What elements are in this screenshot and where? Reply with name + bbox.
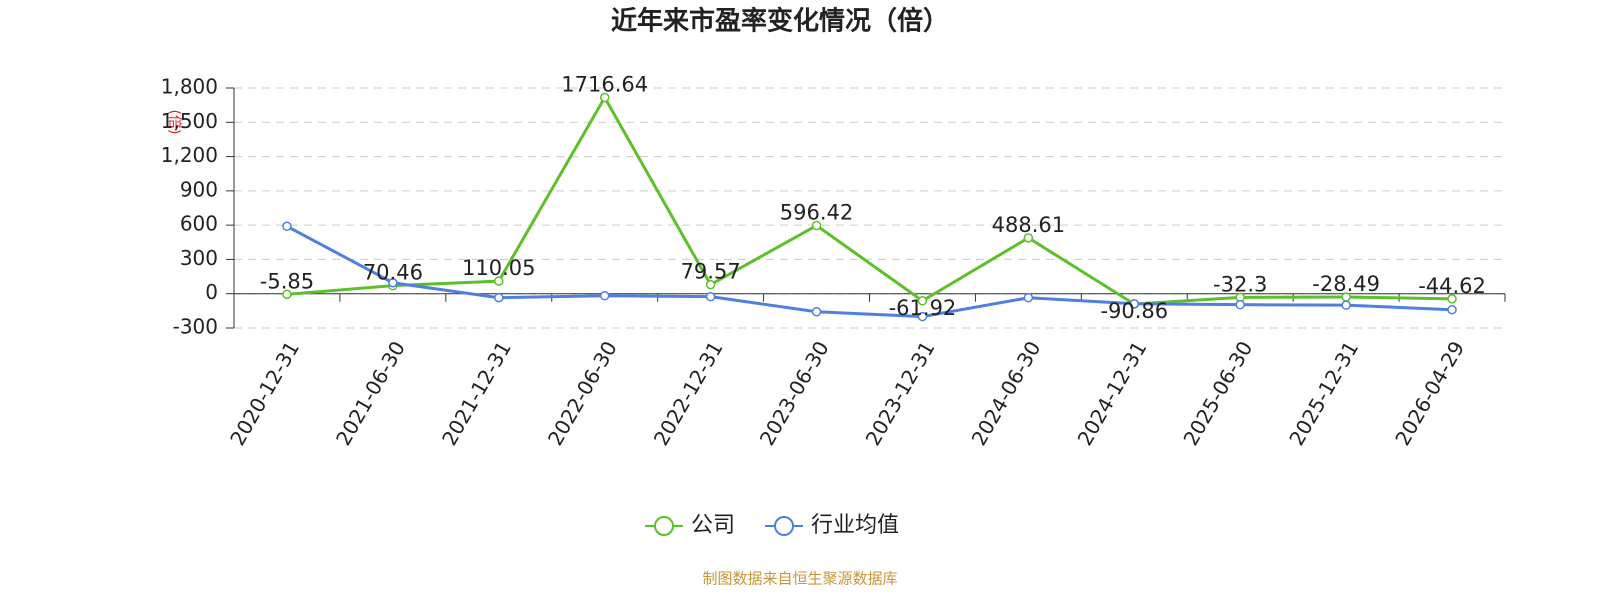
x-tick-label: 2021-06-30 bbox=[331, 337, 410, 450]
x-tick-label: 2022-06-30 bbox=[543, 337, 622, 450]
x-tick-label: 2023-06-30 bbox=[755, 337, 834, 450]
x-tick-label: 2022-12-31 bbox=[649, 337, 728, 450]
legend-marker bbox=[774, 516, 795, 536]
x-tick-label: 2025-06-30 bbox=[1178, 337, 1257, 450]
data-label: 1716.64 bbox=[561, 73, 648, 97]
x-tick-label: 2025-12-31 bbox=[1284, 337, 1363, 450]
data-point bbox=[1341, 300, 1351, 310]
data-label: 596.42 bbox=[780, 201, 853, 225]
data-point bbox=[494, 276, 504, 286]
data-point bbox=[1235, 299, 1245, 310]
data-label: -28.49 bbox=[1312, 272, 1380, 296]
data-point bbox=[599, 92, 610, 103]
data-point bbox=[282, 289, 292, 300]
data-point bbox=[1023, 292, 1034, 303]
y-axis-label: (倍) bbox=[166, 110, 182, 135]
source-note: 制图数据来自恒生聚源数据库 bbox=[702, 570, 897, 588]
data-point bbox=[1447, 304, 1457, 315]
data-point bbox=[705, 279, 716, 290]
x-tick-label: 2021-12-31 bbox=[437, 337, 516, 450]
data-label: -32.3 bbox=[1213, 272, 1267, 296]
data-point bbox=[811, 220, 822, 231]
data-label: -5.85 bbox=[260, 269, 314, 293]
data-label: 488.61 bbox=[992, 213, 1065, 237]
y-tick-label: 600 bbox=[180, 212, 218, 236]
x-tick-label: 2024-12-31 bbox=[1072, 337, 1151, 450]
data-label: -44.62 bbox=[1418, 274, 1486, 298]
y-tick-label: 1,800 bbox=[161, 75, 218, 99]
data-label: 110.05 bbox=[462, 256, 535, 280]
data-point bbox=[388, 277, 398, 288]
y-tick-label: -300 bbox=[173, 315, 218, 339]
legend-marker bbox=[654, 516, 674, 536]
data-label: 79.57 bbox=[681, 260, 741, 284]
data-point bbox=[494, 292, 504, 303]
y-tick-label: 300 bbox=[180, 246, 218, 270]
y-tick-label: 1,200 bbox=[161, 143, 218, 167]
data-point bbox=[811, 307, 822, 317]
chart-title: 近年来市盈率变化情况（倍） bbox=[611, 6, 949, 37]
legend-label: 公司 bbox=[691, 513, 735, 538]
y-tick-label: 1,500 bbox=[161, 109, 218, 133]
data-label: 70.46 bbox=[363, 261, 423, 285]
data-label: -90.86 bbox=[1100, 299, 1168, 323]
data-point bbox=[917, 296, 928, 306]
legend-label: 行业均值 bbox=[811, 513, 899, 538]
y-tick-label: 0 bbox=[205, 280, 218, 304]
data-label: -61.92 bbox=[889, 296, 957, 320]
y-tick-label: 900 bbox=[180, 177, 218, 201]
x-tick-label: 2024-06-30 bbox=[967, 337, 1046, 450]
data-point bbox=[1023, 233, 1034, 243]
x-tick-label: 2020-12-31 bbox=[225, 337, 304, 450]
x-tick-label: 2023-12-31 bbox=[861, 337, 940, 450]
series-line bbox=[286, 94, 1453, 306]
data-point bbox=[1129, 299, 1140, 309]
series-line bbox=[286, 224, 1453, 319]
data-point bbox=[599, 291, 610, 301]
data-point bbox=[705, 291, 716, 302]
data-point bbox=[1447, 294, 1457, 304]
x-tick-label: 2026-04-29 bbox=[1390, 337, 1469, 450]
data-point bbox=[282, 221, 292, 232]
data-point bbox=[917, 311, 928, 322]
